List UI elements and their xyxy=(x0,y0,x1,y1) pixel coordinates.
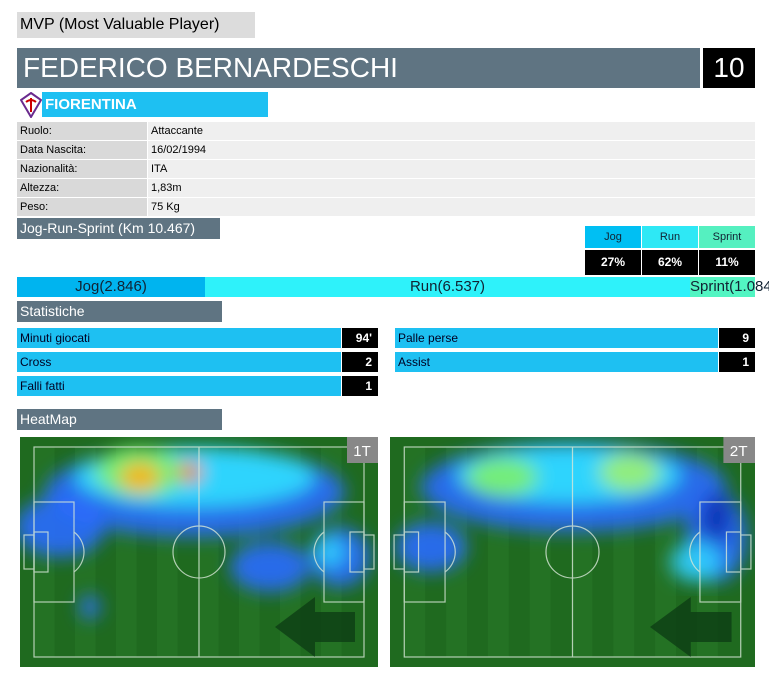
heatmap: 1T xyxy=(20,437,378,667)
team-name: FIORENTINA xyxy=(42,92,268,117)
stat-row: Assist 1 xyxy=(395,352,755,372)
info-row: Data Nascita: 16/02/1994 xyxy=(17,141,755,159)
half-label: 2T xyxy=(730,443,748,460)
stat-row: Cross 2 xyxy=(17,352,378,372)
info-row: Nazionalità: ITA xyxy=(17,160,755,178)
jog-segment: Jog(2.846) xyxy=(17,277,205,297)
jrs-percent: 27% xyxy=(585,250,641,275)
jrs-percent: 11% xyxy=(699,250,755,275)
jrs-percent: 62% xyxy=(642,250,698,275)
page-title: MVP (Most Valuable Player) xyxy=(17,12,255,38)
half-label: 1T xyxy=(353,443,371,460)
jrs-header: Sprint xyxy=(699,226,755,248)
stat-label: Falli fatti xyxy=(17,376,341,396)
stat-label: Palle perse xyxy=(395,328,718,348)
stat-value: 1 xyxy=(342,376,378,396)
info-value: Attaccante xyxy=(148,122,755,140)
stat-label: Minuti giocati xyxy=(17,328,341,348)
jrs-header: Jog xyxy=(585,226,641,248)
stat-row: Falli fatti 1 xyxy=(17,376,378,396)
sprint-segment: Sprint(1.084) xyxy=(690,277,769,297)
section-title: HeatMap xyxy=(17,409,222,430)
info-value: 16/02/1994 xyxy=(148,141,755,159)
stat-row: Palle perse 9 xyxy=(395,328,755,348)
stat-label: Cross xyxy=(17,352,341,372)
info-label: Peso: xyxy=(17,198,147,216)
stat-value: 1 xyxy=(719,352,755,372)
player-name: FEDERICO BERNARDESCHI xyxy=(17,48,700,88)
heatmap: 2T xyxy=(390,437,755,667)
info-value: 75 Kg xyxy=(148,198,755,216)
info-row: Ruolo: Attaccante xyxy=(17,122,755,140)
info-value: 1,83m xyxy=(148,179,755,197)
player-number: 10 xyxy=(703,48,755,88)
info-value: ITA xyxy=(148,160,755,178)
info-label: Nazionalità: xyxy=(17,160,147,178)
info-label: Altezza: xyxy=(17,179,147,197)
info-row: Peso: 75 Kg xyxy=(17,198,755,216)
jrs-header: Run xyxy=(642,226,698,248)
info-row: Altezza: 1,83m xyxy=(17,179,755,197)
stat-value: 2 xyxy=(342,352,378,372)
distance-bar: Jog(2.846) Run(6.537) Sprint(1.084) xyxy=(17,277,769,297)
stat-label: Assist xyxy=(395,352,718,372)
info-label: Data Nascita: xyxy=(17,141,147,159)
section-title: Statistiche xyxy=(17,301,222,322)
section-title: Jog-Run-Sprint (Km 10.467) xyxy=(17,218,220,239)
run-segment: Run(6.537) xyxy=(205,277,690,297)
info-label: Ruolo: xyxy=(17,122,147,140)
team-logo xyxy=(20,92,42,118)
stat-row: Minuti giocati 94' xyxy=(17,328,378,348)
stat-value: 94' xyxy=(342,328,378,348)
stat-value: 9 xyxy=(719,328,755,348)
